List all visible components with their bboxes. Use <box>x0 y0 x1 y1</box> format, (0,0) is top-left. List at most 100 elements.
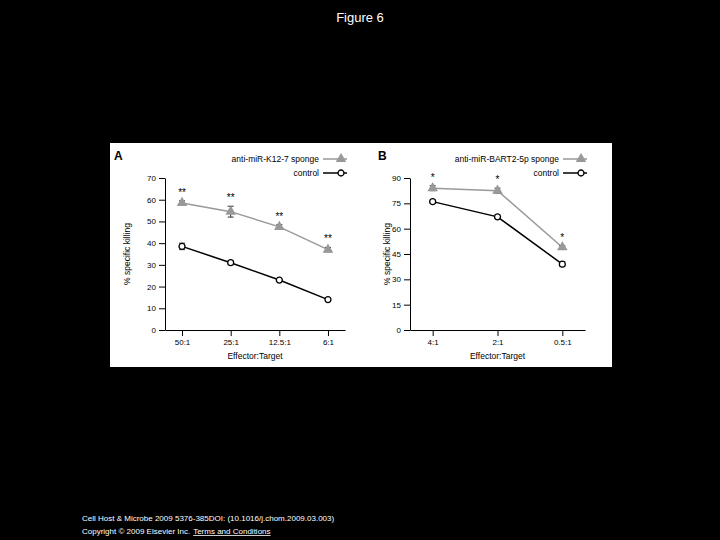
x-tick: 50:1 <box>175 330 191 347</box>
y-tick-label: 50 <box>147 217 156 226</box>
y-tick-label: 0 <box>397 326 402 335</box>
y-tick: 50 <box>147 217 165 226</box>
marker <box>276 277 282 283</box>
x-tick-label: 2:1 <box>492 338 504 347</box>
y-tick: 0 <box>152 326 165 335</box>
significance: ** <box>275 211 283 222</box>
x-tick: 25:1 <box>223 330 239 347</box>
y-tick-label: 30 <box>147 261 156 270</box>
y-tick-mark <box>159 243 165 244</box>
y-tick-label: 15 <box>392 301 401 310</box>
x-tick: 4:1 <box>428 330 440 347</box>
legend-label: control <box>293 168 319 178</box>
chart: 01020304050607050:125:112.5:16:1Effector… <box>147 154 347 361</box>
copyright: Copyright © 2009 Elsevier Inc. <box>82 527 190 536</box>
x-tick: 0.5:1 <box>554 330 572 347</box>
y-tick-label: 60 <box>147 196 156 205</box>
x-tick-mark <box>433 330 434 336</box>
legend: anti-miR-BART2-5p sponge control <box>455 154 587 178</box>
marker <box>179 243 185 249</box>
y-tick-mark <box>404 229 410 230</box>
y-tick-label: 20 <box>147 283 156 292</box>
y-tick-mark <box>159 265 165 266</box>
marker <box>325 297 331 303</box>
x-tick-label: 0.5:1 <box>554 338 572 347</box>
y-tick-label: 0 <box>152 326 157 335</box>
y-tick: 20 <box>147 283 165 292</box>
x-tick-label: 4:1 <box>428 338 440 347</box>
y-tick-mark <box>404 330 410 331</box>
y-tick-mark <box>404 178 410 179</box>
y-tick-mark <box>159 221 165 222</box>
y-axis-title: % specific killing <box>382 223 392 285</box>
x-tick-label: 50:1 <box>175 338 191 347</box>
marker <box>495 214 501 220</box>
x-tick-mark <box>328 330 329 336</box>
error-bar <box>179 243 185 250</box>
x-axis: 50:125:112.5:16:1 <box>166 330 346 347</box>
y-axis: 0 10 20 30 40 50 60 70 <box>147 174 165 335</box>
y-tick: 75 <box>392 199 410 208</box>
marker <box>559 261 565 267</box>
figure: Figure 6 Cell Host & Microbe 2009 5376-38… <box>0 0 720 540</box>
legend-marker <box>338 170 344 176</box>
footer-citation: Cell Host & Microbe 2009 5376-385DOI: (1… <box>82 514 334 523</box>
background <box>0 0 720 540</box>
y-tick: 40 <box>147 239 165 248</box>
x-axis: 4:1 2:1 0.5:1 <box>411 330 586 347</box>
legend-label: anti-miR-K12-7 sponge <box>232 154 320 164</box>
marker <box>324 245 332 252</box>
footer-copyright: Copyright © 2009 Elsevier Inc.Terms and … <box>82 527 271 536</box>
y-tick: 90 <box>392 174 410 183</box>
y-tick: 15 <box>392 301 410 310</box>
y-axis-line <box>165 179 166 331</box>
y-tick-mark <box>159 308 165 309</box>
y-tick: 10 <box>147 304 165 313</box>
y-tick: 60 <box>392 225 410 234</box>
y-tick: 0 <box>397 326 410 335</box>
y-tick: 60 <box>147 196 165 205</box>
y-tick-mark <box>159 200 165 201</box>
series-line <box>433 202 563 264</box>
significance: ** <box>178 187 186 198</box>
marker <box>228 260 234 266</box>
y-tick-label: 70 <box>147 174 156 183</box>
x-tick-mark <box>182 330 183 336</box>
legend-label: anti-miR-BART2-5p sponge <box>455 154 560 164</box>
y-tick: 45 <box>392 250 410 259</box>
x-axis-title: Effector:Target <box>470 351 526 361</box>
series <box>178 198 332 252</box>
terms-link: Terms and Conditions <box>193 527 270 536</box>
significance: ** <box>227 192 235 203</box>
x-tick-mark <box>279 330 280 336</box>
y-tick-mark <box>159 287 165 288</box>
significance: ** <box>324 233 332 244</box>
y-tick-mark <box>159 330 165 331</box>
marker <box>275 222 283 229</box>
y-axis-line <box>410 179 411 331</box>
y-tick-mark <box>404 305 410 306</box>
x-tick-mark <box>498 330 499 336</box>
error-bar <box>559 262 565 267</box>
legend-label: control <box>533 168 559 178</box>
x-tick: 6:1 <box>323 330 335 347</box>
error-bar <box>228 261 234 265</box>
y-axis: 0 15 30 45 60 75 90 <box>392 174 410 335</box>
page-title: Figure 6 <box>336 10 384 25</box>
legend-marker <box>577 154 585 161</box>
y-tick-mark <box>404 203 410 204</box>
y-tick: 30 <box>392 275 410 284</box>
y-tick-label: 60 <box>392 225 401 234</box>
significance: * <box>560 232 564 243</box>
y-tick-label: 30 <box>392 275 401 284</box>
y-tick-mark <box>404 279 410 280</box>
legend-marker <box>337 154 345 161</box>
marker <box>429 183 437 190</box>
x-tick-mark <box>231 330 232 336</box>
y-tick-mark <box>159 178 165 179</box>
x-axis-title: Effector:Target <box>227 351 283 361</box>
y-tick: 70 <box>147 174 165 183</box>
marker <box>430 199 436 205</box>
legend: anti-miR-K12-7 sponge control <box>232 154 347 178</box>
panel-label: A <box>114 149 123 163</box>
